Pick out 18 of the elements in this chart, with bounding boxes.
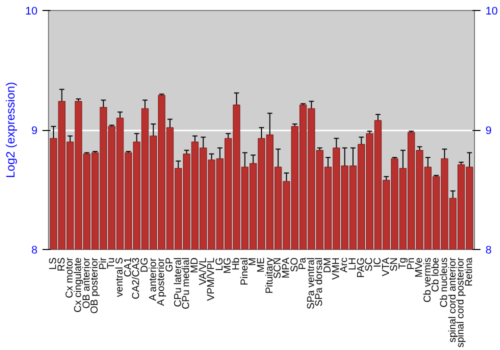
x-tick-label: Cx cingulate: [72, 257, 84, 313]
x-tick-label: Tg: [397, 258, 408, 270]
y2-tick-label: 8: [486, 244, 492, 256]
x-tick-label: LS: [48, 257, 59, 270]
x-tick-label: Pituitary: [264, 258, 276, 294]
y-tick-label: 9: [31, 125, 38, 137]
y2-tick-label: 9: [486, 125, 492, 137]
x-tick-label: IC: [372, 258, 384, 268]
y-tick-label: 8: [31, 244, 38, 256]
x-tick-label: Retina: [464, 257, 476, 286]
y2-tick-label: 10: [486, 6, 498, 18]
x-tick-label: spinal cord posterior: [456, 256, 467, 348]
x-tick-label: ME: [256, 257, 267, 272]
y-tick-label: 10: [25, 6, 38, 18]
x-tick-label: MPA: [280, 257, 292, 278]
x-tick-label: OB posterior: [90, 256, 101, 314]
y-axis-title: Log2 (expression): [3, 82, 18, 178]
x-tick-label: RS: [56, 257, 68, 272]
